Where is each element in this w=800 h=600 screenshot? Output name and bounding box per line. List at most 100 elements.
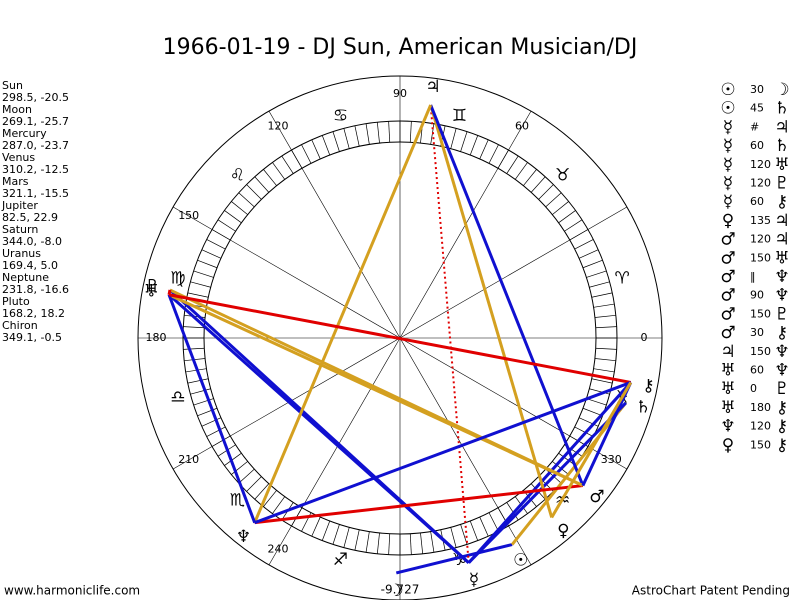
sign-glyph: ♉ [555,165,570,185]
hatch-tick [506,502,519,521]
hatch-tick [332,524,340,545]
hatch-tick [479,139,489,160]
planet-glyph: ♃ [425,77,440,97]
hatch-tick [193,398,214,406]
degree-label: 90 [393,87,407,100]
aspect-from: ☉ [720,99,735,119]
planet-position: 82.5, 22.9 [2,211,58,224]
planet-name: Pluto [2,295,30,308]
planet-name: Neptune [2,271,49,284]
planet-position: 310.2, -12.5 [2,163,69,176]
aspect-angle: ‖ [750,270,756,283]
aspect-line [429,104,470,563]
planet-glyph: ♄ [636,398,651,418]
hatch-tick [523,169,537,186]
planet-position: 231.8, -16.6 [2,283,69,296]
sign-glyph: ♐ [333,550,348,570]
aspect-angle: 150 [750,251,771,264]
aspect-line [169,288,584,487]
aspect-to: ♆ [774,267,789,287]
hatch-tick [388,121,391,143]
hatch-tick [224,452,242,466]
planet-name: Uranus [2,247,41,260]
aspect-from: ♀ [722,211,734,231]
cusp-line [172,206,401,339]
hatch-tick [206,239,226,250]
aspect-angle: 135 [750,214,771,227]
hatch-tick [450,527,457,548]
hatch-tick [488,512,499,532]
cusp-line [268,337,401,566]
hatch-tick [376,122,380,144]
hatch-tick [530,176,546,193]
aspect-angle: 60 [750,364,764,377]
aspect-to: ♇ [774,304,789,324]
aspect-to: ☽ [774,80,789,100]
aspect-line [581,381,633,487]
hatch-tick [343,527,350,548]
aspect-angle: 60 [750,139,764,152]
hatch-tick [246,184,262,200]
planet-position: 349.1, -0.5 [2,331,62,344]
hatch-tick [430,531,435,553]
aspect-from: ♂ [720,286,735,306]
aspect-to: ♃ [774,117,789,137]
aspect-line [253,104,433,524]
hatch-tick [197,407,218,417]
hatch-tick [354,125,360,147]
aspect-to: ♆ [774,361,789,381]
cusp-line [172,337,401,470]
aspect-line [510,401,628,546]
aspect-to: ♄ [774,99,789,119]
planet-name: Mars [2,175,29,188]
hatch-tick [450,128,457,149]
planet-name: Saturn [2,223,38,236]
hatch-tick [354,529,360,551]
hatch-tick [582,259,603,269]
aspect-to: ⚷ [776,435,788,455]
hatch-tick [582,407,603,417]
hatch-tick [506,155,519,174]
hatch-tick [332,131,340,152]
hatch-tick [321,520,331,541]
hatch-tick [217,219,236,232]
cusp-line [399,337,532,566]
aspect-line [429,104,585,487]
aspect-from: ♅ [720,379,735,399]
hatch-tick [187,292,209,298]
hatch-tick [263,490,277,507]
aspect-line [467,401,627,564]
aspect-to: ♃ [774,211,789,231]
aspect-from: ☿ [723,155,733,175]
aspect-from: ♀ [722,435,734,455]
aspect-to: ♃ [774,230,789,250]
hatch-tick [254,483,270,500]
aspect-to: ⚷ [776,417,788,437]
footer-left: www.harmoniclife.com [4,584,140,598]
hatch-tick [187,378,209,384]
planet-name: Venus [2,151,35,164]
hatch-tick [488,144,499,164]
hatch-tick [272,496,286,514]
planet-position: 287.0, -23.7 [2,139,69,152]
hatch-tick [281,155,294,174]
aspect-to: ♅ [774,248,789,268]
aspect-from: ☿ [723,192,733,212]
footer-right: AstroChart Patent Pending [632,584,790,598]
aspect-angle: 120 [750,158,771,171]
hatch-tick [272,162,286,180]
hatch-tick [594,314,616,318]
hatch-tick [263,169,277,186]
planet-position: 321.1, -15.5 [2,187,69,200]
hatch-tick [409,121,412,143]
hatch-tick [586,398,607,406]
aspect-from: ♂ [720,230,735,250]
hatch-tick [183,326,205,329]
hatch-tick [231,201,248,215]
hatch-tick [201,417,222,427]
degree-label: 330 [601,453,622,466]
hatch-tick [201,249,222,259]
hatch-tick [574,426,594,437]
aspect-from: ☿ [723,117,733,137]
